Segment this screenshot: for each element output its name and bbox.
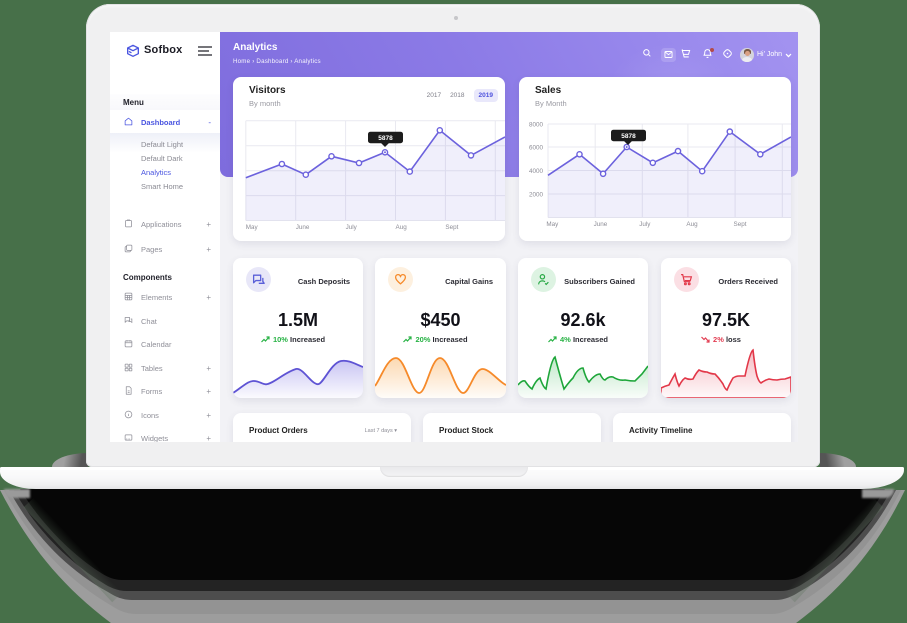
svg-text:8000: 8000 xyxy=(529,122,544,129)
svg-text:6000: 6000 xyxy=(529,145,544,152)
svg-text:Aug: Aug xyxy=(686,221,698,228)
svg-text:5878: 5878 xyxy=(378,135,393,142)
svg-text:May: May xyxy=(546,221,559,228)
svg-text:June: June xyxy=(594,221,608,228)
svg-text:July: July xyxy=(639,221,651,228)
svg-text:June: June xyxy=(296,224,310,231)
svg-text:Sept: Sept xyxy=(445,224,458,231)
svg-text:July: July xyxy=(346,224,358,231)
svg-text:4000: 4000 xyxy=(529,168,544,175)
svg-text:Sept: Sept xyxy=(734,221,747,228)
svg-text:5878: 5878 xyxy=(621,133,636,140)
svg-text:May: May xyxy=(246,224,259,231)
svg-text:2000: 2000 xyxy=(529,192,544,199)
svg-text:Aug: Aug xyxy=(396,224,408,231)
